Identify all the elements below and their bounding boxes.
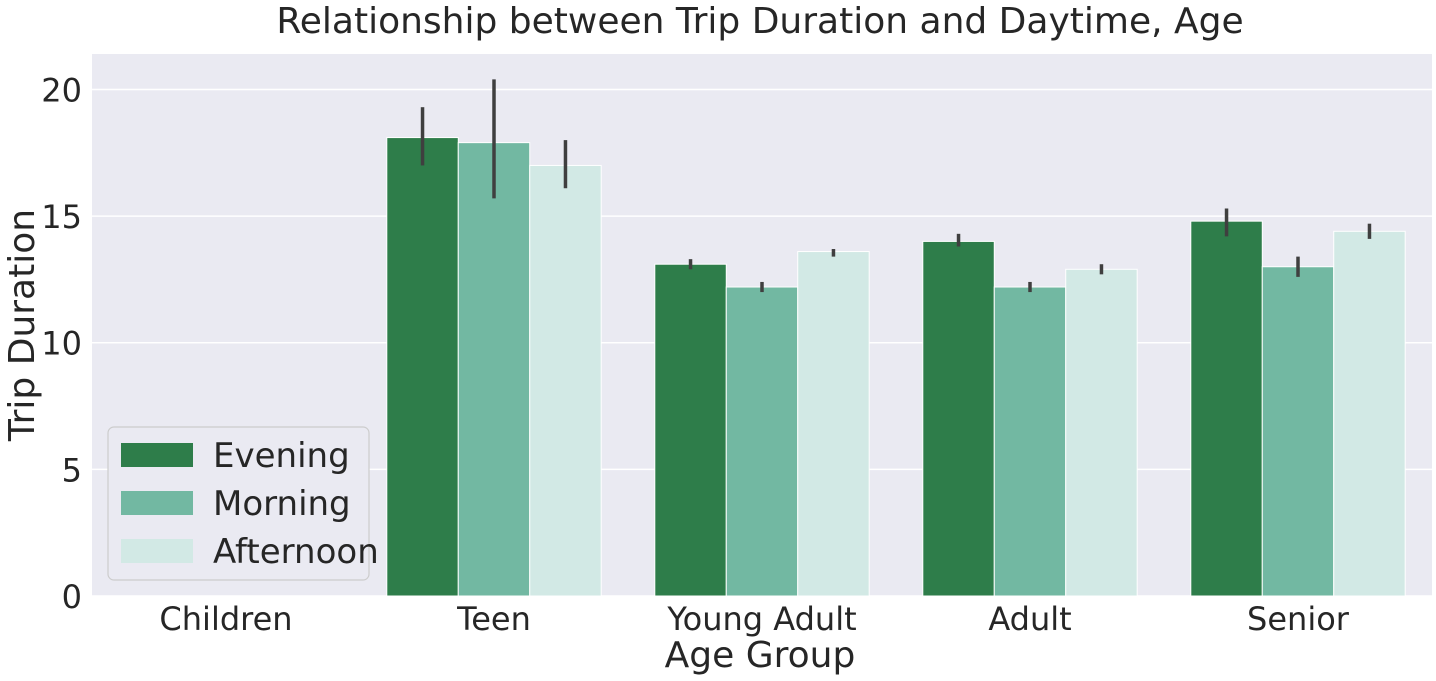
chart-title: Relationship between Trip Duration and D… [276,1,1243,42]
bar-afternoon-adult [1065,268,1138,597]
y-tick-label: 5 [62,451,82,489]
bar-afternoon-teen [529,164,602,597]
bars [386,137,1406,597]
bar-afternoon-young-adult [797,251,870,597]
x-tick-label: Adult [988,600,1071,638]
legend-label-morning: Morning [213,484,351,524]
bar-morning-young-adult [725,286,799,597]
bar-morning-senior [1261,266,1335,597]
x-tick-label: Senior [1247,600,1350,638]
bar-evening-adult [922,240,995,597]
bar-morning-adult [993,286,1067,597]
x-axis-ticks: Children Teen Young Adult Adult Senior [159,600,1349,638]
y-tick-label: 10 [41,325,82,363]
y-axis-title: Trip Duration [2,209,43,442]
bar-evening-young-adult [654,263,727,597]
bar-evening-senior [1190,220,1263,597]
legend-label-afternoon: Afternoon [213,532,379,572]
bar-evening-teen [386,137,459,597]
y-tick-label: 0 [62,578,82,616]
y-axis-ticks: 0 5 10 15 20 [41,71,82,616]
bar-afternoon-senior [1333,230,1406,597]
x-axis-title: Age Group [665,635,856,676]
x-tick-label: Teen [456,600,531,638]
y-tick-label: 20 [41,71,82,109]
bar-morning-teen [457,142,531,597]
legend-swatch-afternoon [121,539,193,563]
legend: Evening Morning Afternoon [107,426,379,581]
y-tick-label: 15 [41,198,82,236]
legend-swatch-evening [121,443,193,467]
error-bars [420,79,1372,293]
legend-swatch-morning [121,491,193,515]
legend-label-evening: Evening [213,436,350,476]
x-tick-label: Young Adult [666,600,856,638]
x-tick-label: Children [159,600,292,638]
